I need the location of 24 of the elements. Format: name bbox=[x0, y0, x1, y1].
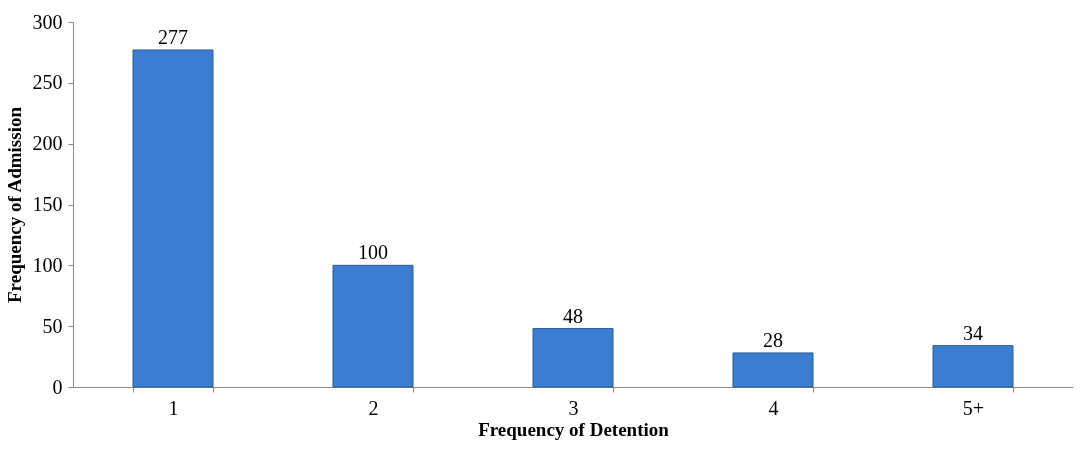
bar bbox=[532, 328, 614, 388]
y-tick-label: 200 bbox=[32, 132, 63, 155]
data-label: 100 bbox=[358, 241, 388, 264]
y-tick-label: 150 bbox=[32, 193, 63, 215]
x-tick-label: 3 bbox=[568, 396, 579, 419]
y-tick-label: 300 bbox=[32, 10, 63, 33]
bar bbox=[332, 264, 414, 388]
data-label: 34 bbox=[963, 321, 983, 344]
x-tick-label: 1 bbox=[168, 396, 179, 419]
x-tick-label: 5+ bbox=[962, 396, 985, 419]
data-label: 28 bbox=[763, 328, 783, 351]
data-label: 277 bbox=[158, 25, 188, 48]
bar bbox=[732, 352, 814, 388]
y-tick-label: 0 bbox=[52, 375, 63, 398]
x-axis-title: Frequency of Detention bbox=[478, 418, 670, 440]
bar bbox=[932, 345, 1014, 388]
data-label: 48 bbox=[563, 304, 583, 327]
x-tick-label: 2 bbox=[368, 396, 379, 419]
y-tick-label: 100 bbox=[32, 253, 63, 276]
y-tick-label: 50 bbox=[42, 314, 63, 337]
bar bbox=[132, 49, 214, 388]
y-axis-title: Frequency of Admission bbox=[3, 106, 25, 304]
x-tick-label: 4 bbox=[768, 396, 779, 419]
y-tick-label: 250 bbox=[32, 71, 63, 94]
